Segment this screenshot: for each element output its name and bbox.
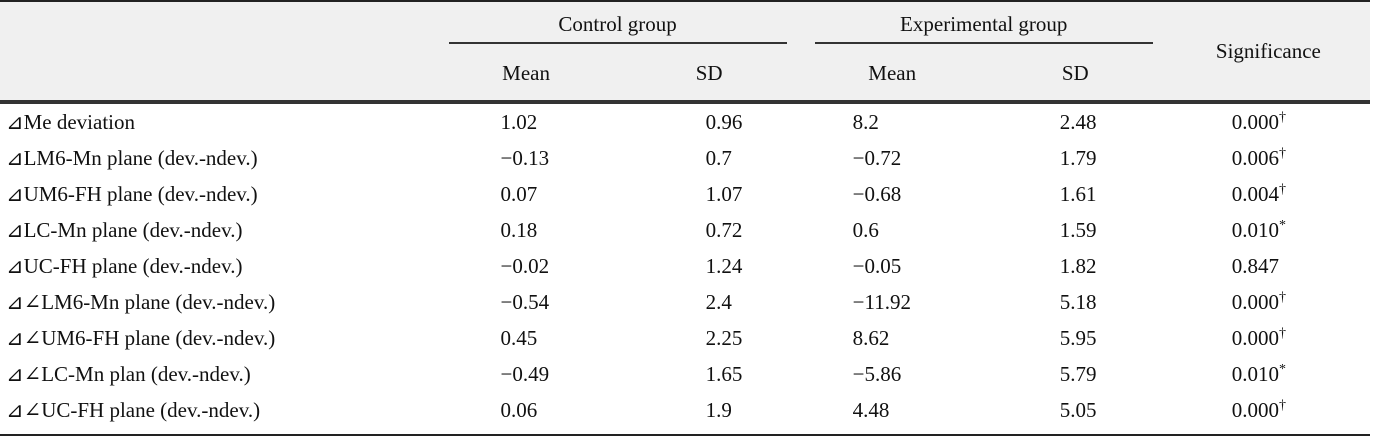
experimental-mean-cell: −0.68 <box>852 181 902 206</box>
table-row: ⊿∠UM6-FH plane (dev.-ndev.) 0.45 2.25 8.62 5… <box>0 320 1370 356</box>
row-label: ⊿∠UM6-FH plane (dev.-ndev.) <box>6 325 276 350</box>
row-label: ⊿UC-FH plane (dev.-ndev.) <box>6 253 243 278</box>
experimental-sd-cell: 1.59 <box>1059 217 1097 242</box>
experimental-sd-cell: 1.61 <box>1059 181 1097 206</box>
experimental-mean-cell: 8.2 <box>852 109 879 134</box>
row-label: ⊿∠UC-FH plane (dev.-ndev.) <box>6 397 261 422</box>
significance-mark: * <box>1279 361 1287 377</box>
table-row: ⊿∠UC-FH plane (dev.-ndev.) 0.06 1.9 4.48 5.0… <box>0 392 1370 428</box>
significance-cell: 0.010* <box>1167 356 1370 392</box>
experimental-mean-cell: −11.92 <box>852 289 911 314</box>
table-row: ⊿LC-Mn plane (dev.-ndev.) 0.18 0.72 0.6 1.59… <box>0 212 1370 248</box>
control-mean-cell: −0.02 <box>500 253 550 278</box>
control-sd-cell: 0.72 <box>705 217 743 242</box>
significance-value: 0.847 <box>1231 253 1280 278</box>
experimental-group-label: Experimental group <box>900 11 1068 36</box>
header-control-group: Control group <box>434 1 801 46</box>
significance-cell: 0.000† <box>1167 284 1370 320</box>
control-group-underline <box>448 42 787 44</box>
significance-value: 0.006 <box>1231 145 1280 170</box>
significance-value: 0.000 <box>1231 397 1280 422</box>
significance-cell: 0.000† <box>1167 102 1370 140</box>
row-label: ⊿∠LM6-Mn plane (dev.-ndev.) <box>6 289 276 314</box>
experimental-mean-cell: −5.86 <box>852 361 902 386</box>
experimental-mean-cell: 8.62 <box>852 325 890 350</box>
control-mean-cell: −0.49 <box>500 361 550 386</box>
table-row: ⊿UM6-FH plane (dev.-ndev.) 0.07 1.07 −0.68 1… <box>0 176 1370 212</box>
significance-mark: † <box>1279 289 1287 305</box>
header-row-stats: Mean SD Mean SD <box>0 46 1370 102</box>
control-mean-cell: 0.45 <box>500 325 538 350</box>
significance-mark: † <box>1279 145 1287 161</box>
table-body: ⊿Me deviation 1.02 0.96 8.2 2.48 0.000† ⊿LM6-M… <box>0 102 1370 428</box>
experimental-mean-cell: 0.6 <box>852 217 879 242</box>
control-mean-cell: 0.07 <box>500 181 538 206</box>
table-row: ⊿∠LM6-Mn plane (dev.-ndev.) −0.54 2.4 −11.9… <box>0 284 1370 320</box>
significance-cell: 0.006† <box>1167 140 1370 176</box>
header-experimental-group: Experimental group <box>800 1 1167 46</box>
significance-value: 0.000 <box>1231 325 1280 350</box>
table-row: ⊿LM6-Mn plane (dev.-ndev.) −0.13 0.7 −0.72 1… <box>0 140 1370 176</box>
experimental-sd-cell: 2.48 <box>1059 109 1097 134</box>
row-label: ⊿Me deviation <box>6 109 135 134</box>
control-mean-cell: 0.06 <box>500 397 538 422</box>
row-label: ⊿UM6-FH plane (dev.-ndev.) <box>6 181 258 206</box>
table-header: Control group Experimental group Signifi… <box>0 1 1370 104</box>
header-empty-cell <box>0 1 435 104</box>
control-sd-cell: 1.9 <box>705 397 732 422</box>
row-label: ⊿LM6-Mn plane (dev.-ndev.) <box>6 145 258 170</box>
control-mean-cell: −0.54 <box>500 289 550 314</box>
control-sd-cell: 0.7 <box>705 145 732 170</box>
control-sd-cell: 1.07 <box>705 181 743 206</box>
table-row: ⊿Me deviation 1.02 0.96 8.2 2.48 0.000† <box>0 102 1370 140</box>
bottom-rule <box>0 434 1370 436</box>
significance-cell: 0.010* <box>1167 212 1370 248</box>
control-group-label: Control group <box>558 11 677 36</box>
control-sd-cell: 1.65 <box>705 361 743 386</box>
row-label: ⊿LC-Mn plane (dev.-ndev.) <box>6 217 243 242</box>
table-row: ⊿∠LC-Mn plan (dev.-ndev.) −0.49 1.65 −5.86 5… <box>0 356 1370 392</box>
experimental-sd-cell: 5.95 <box>1059 325 1097 350</box>
experimental-mean-cell: −0.05 <box>852 253 902 278</box>
header-experimental-sd: SD <box>983 46 1167 102</box>
significance-mark: † <box>1279 325 1287 341</box>
header-significance: Significance <box>1166 1 1370 104</box>
control-mean-cell: 1.02 <box>500 109 538 134</box>
significance-mark: † <box>1279 397 1287 413</box>
control-sd-cell: 1.24 <box>705 253 743 278</box>
significance-value: 0.000 <box>1231 289 1280 314</box>
control-mean-cell: −0.13 <box>500 145 550 170</box>
experimental-group-underline <box>814 42 1153 44</box>
data-table: Control group Experimental group Signifi… <box>0 1 1370 428</box>
row-label: ⊿∠LC-Mn plan (dev.-ndev.) <box>6 361 251 386</box>
significance-mark: † <box>1279 181 1287 197</box>
experimental-sd-cell: 5.79 <box>1059 361 1097 386</box>
significance-value: 0.004 <box>1231 181 1280 206</box>
experimental-sd-cell: 1.82 <box>1059 253 1097 278</box>
header-control-sd: SD <box>617 46 801 102</box>
significance-value: 0.010 <box>1231 361 1280 386</box>
experimental-sd-cell: 1.79 <box>1059 145 1097 170</box>
experimental-sd-cell: 5.18 <box>1059 289 1097 314</box>
header-row-groups: Control group Experimental group Signifi… <box>0 1 1370 104</box>
control-mean-cell: 0.18 <box>500 217 538 242</box>
significance-cell: 0.000† <box>1167 392 1370 428</box>
significance-cell: 0.004† <box>1167 176 1370 212</box>
significance-mark: † <box>1279 109 1287 125</box>
header-experimental-mean: Mean <box>800 46 984 102</box>
significance-cell: 0.000† <box>1167 320 1370 356</box>
header-control-mean: Mean <box>434 46 618 102</box>
control-sd-cell: 2.25 <box>705 325 743 350</box>
experimental-sd-cell: 5.05 <box>1059 397 1097 422</box>
experimental-mean-cell: 4.48 <box>852 397 890 422</box>
significance-cell: 0.847 <box>1167 248 1370 284</box>
experimental-mean-cell: −0.72 <box>852 145 902 170</box>
control-sd-cell: 0.96 <box>705 109 743 134</box>
table-row: ⊿UC-FH plane (dev.-ndev.) −0.02 1.24 −0.05 1… <box>0 248 1370 284</box>
significance-value: 0.010 <box>1231 217 1280 242</box>
significance-value: 0.000 <box>1231 109 1280 134</box>
significance-mark: * <box>1279 217 1287 233</box>
control-sd-cell: 2.4 <box>705 289 732 314</box>
